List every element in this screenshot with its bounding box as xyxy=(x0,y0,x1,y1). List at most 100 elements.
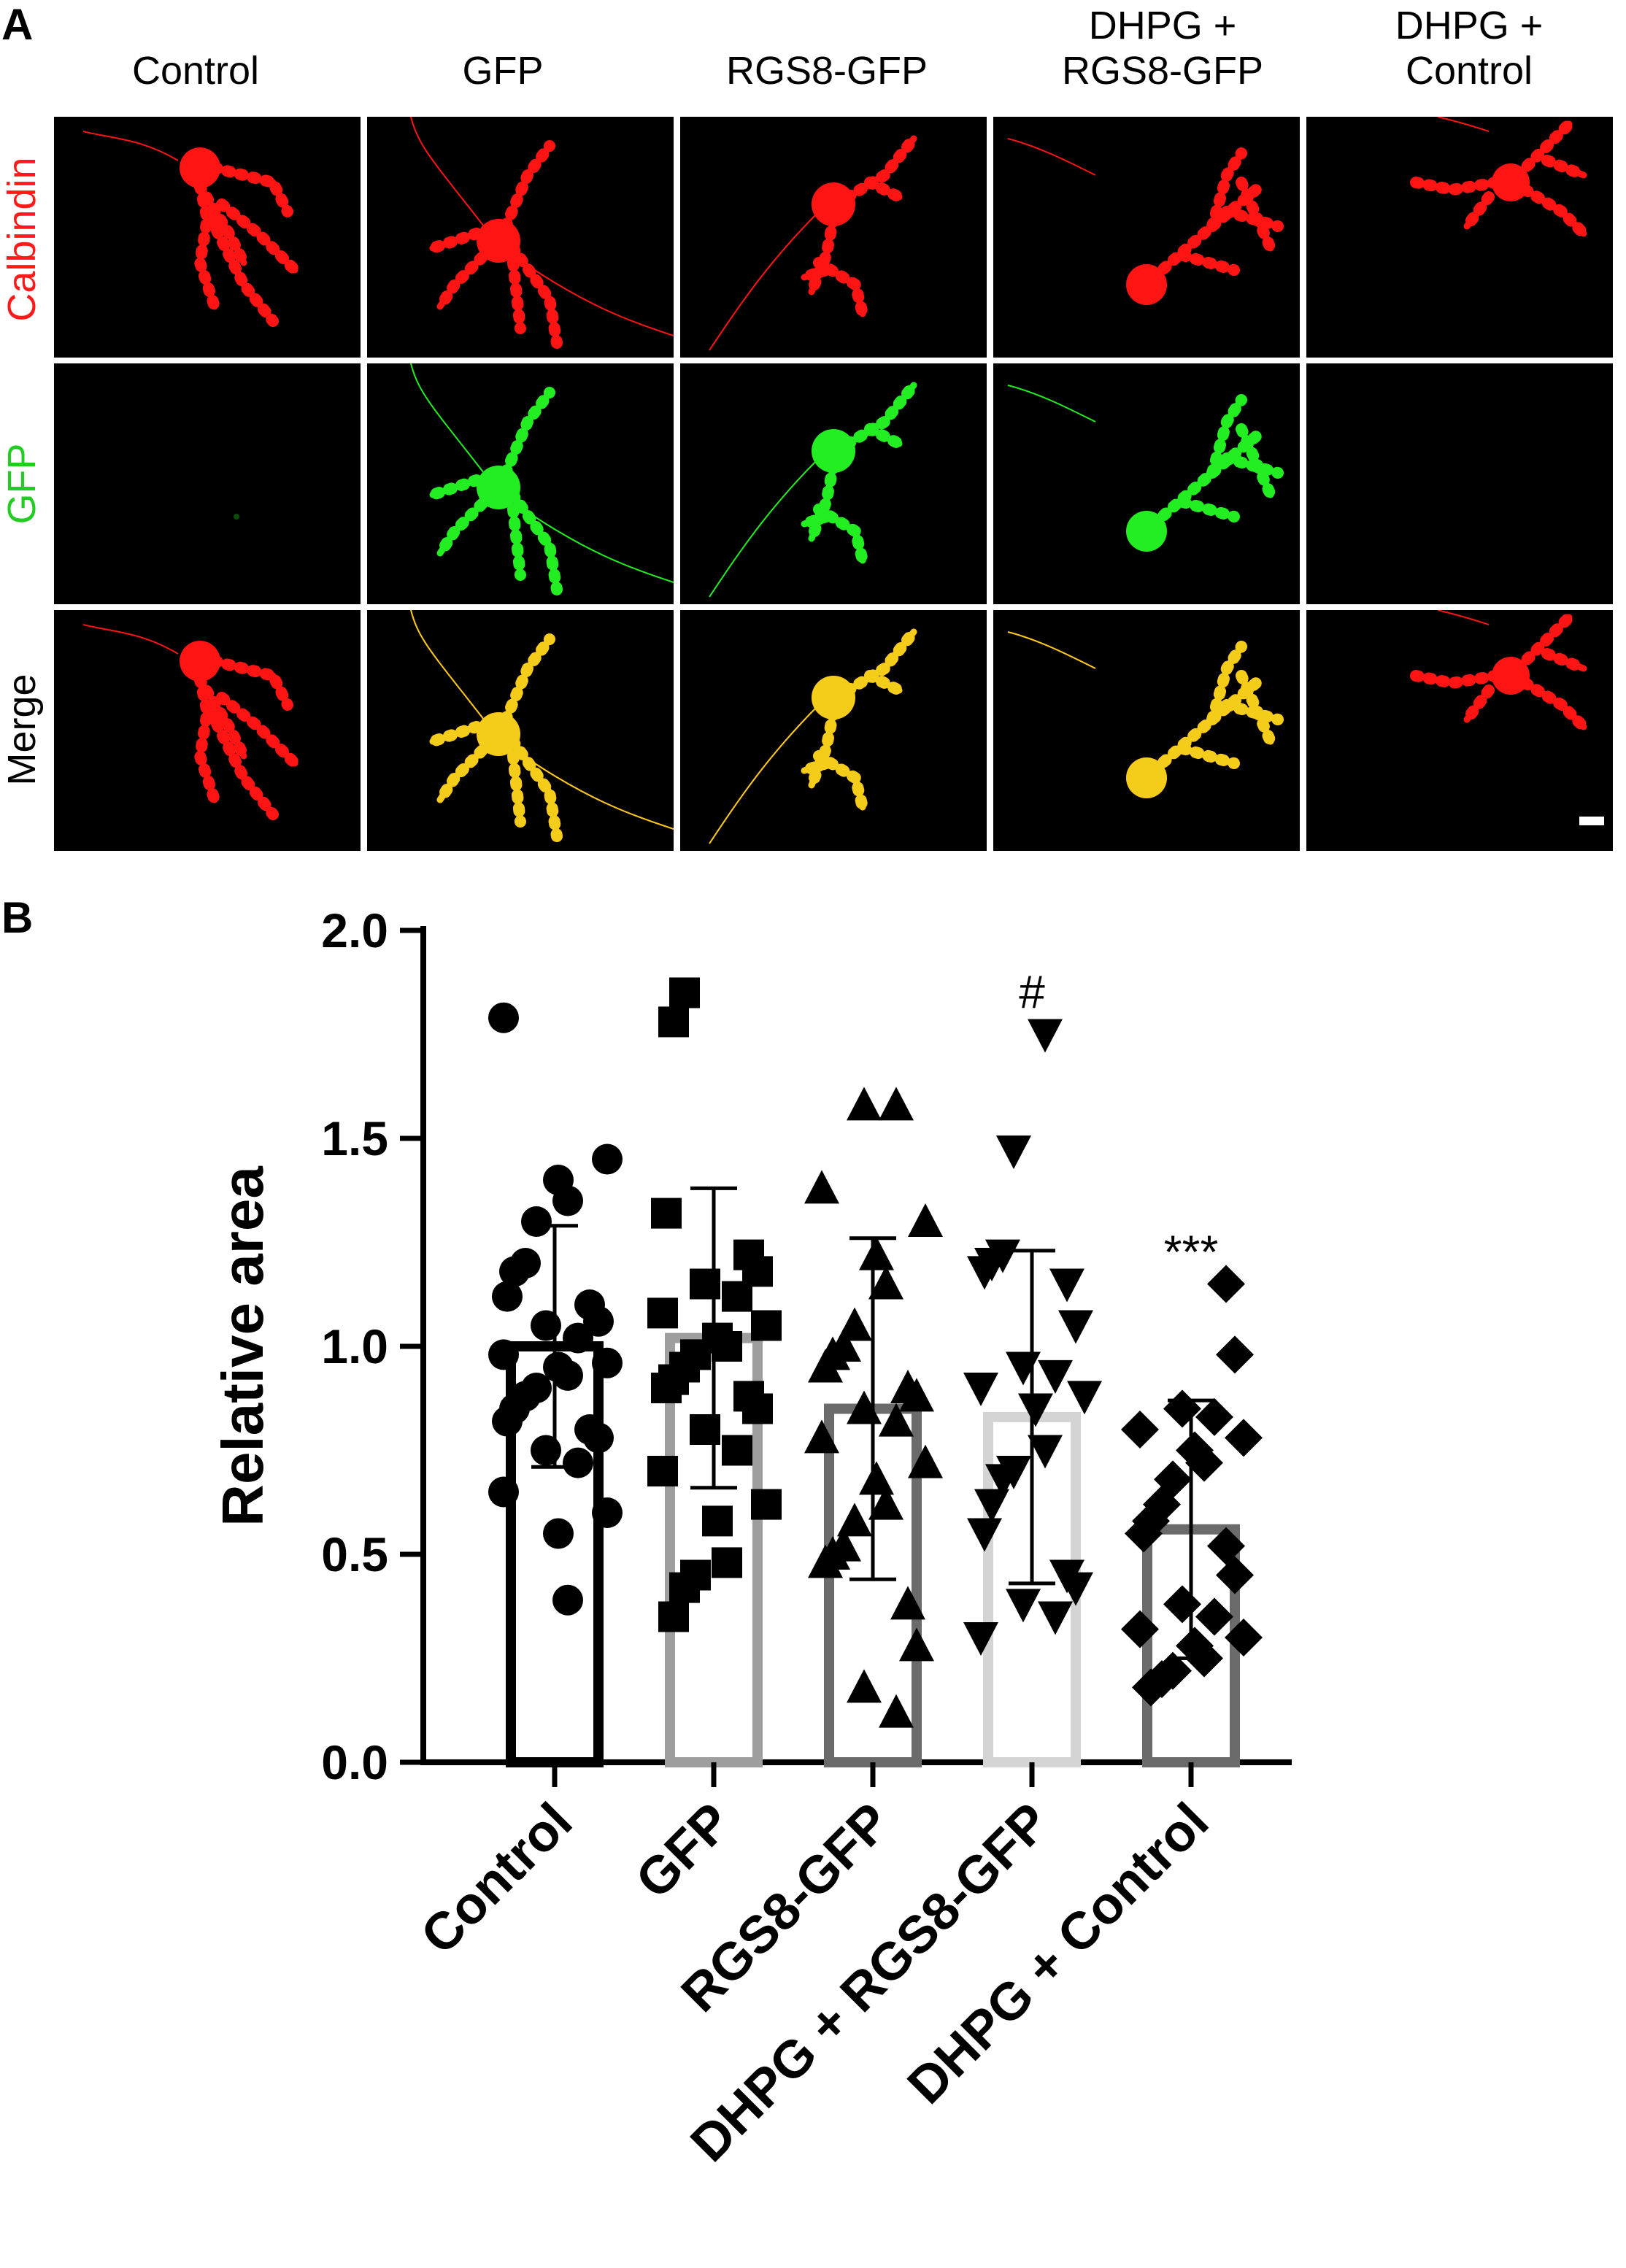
data-point xyxy=(563,1322,593,1354)
data-point xyxy=(647,1297,678,1329)
data-point xyxy=(1125,1514,1163,1553)
data-point xyxy=(712,1331,742,1362)
data-point xyxy=(908,1203,943,1237)
data-point xyxy=(890,1586,925,1620)
data-point xyxy=(847,1669,882,1703)
data-point xyxy=(804,1419,839,1454)
column-label-line1: DHPG + xyxy=(1395,4,1544,47)
x-tick-label: GFP xyxy=(625,1792,742,1910)
column-label-line2: Control xyxy=(1405,49,1533,93)
micrograph-calbindin xyxy=(993,117,1300,358)
y-tick-label: 2.0 xyxy=(321,903,388,957)
data-point xyxy=(531,1435,561,1466)
data-point xyxy=(592,1497,623,1528)
micrograph-gfp xyxy=(993,363,1300,604)
data-point xyxy=(1058,1310,1093,1344)
data-point xyxy=(651,1197,682,1229)
data-point xyxy=(1121,1411,1159,1449)
micrograph-calbindin xyxy=(680,117,987,358)
scale-bar xyxy=(1579,817,1604,825)
column-label-line2: Control xyxy=(131,49,260,93)
data-point xyxy=(488,1339,519,1370)
data-point xyxy=(543,1518,574,1549)
row-label: GFP xyxy=(0,443,44,525)
micrograph-gfp xyxy=(54,363,361,604)
y-tick-label: 0.0 xyxy=(321,1735,388,1789)
row-label: Calbindin xyxy=(0,157,44,322)
data-point xyxy=(974,1489,1009,1523)
data-point xyxy=(1195,1397,1233,1436)
data-point xyxy=(1058,1572,1093,1606)
micrograph-gfp xyxy=(367,363,674,604)
data-point xyxy=(492,1281,523,1312)
data-point xyxy=(563,1447,593,1478)
data-point xyxy=(1216,1556,1254,1594)
data-point xyxy=(531,1310,561,1341)
panel-a-letter: A xyxy=(1,0,34,49)
data-point xyxy=(859,1461,894,1495)
data-point xyxy=(1163,1389,1201,1428)
y-axis-title: Relative area xyxy=(210,1166,275,1527)
column-label: RGS8-GFP xyxy=(674,3,980,93)
data-point xyxy=(1195,1597,1233,1636)
column-label: Control xyxy=(42,3,349,93)
column-label-line2: RGS8-GFP xyxy=(1061,49,1264,93)
micrograph-merge xyxy=(367,610,674,851)
data-point xyxy=(1163,1585,1201,1624)
data-point xyxy=(751,1310,782,1341)
data-point xyxy=(651,1373,682,1403)
data-point xyxy=(859,1236,894,1270)
data-point xyxy=(1225,1419,1263,1457)
data-point xyxy=(1038,1601,1073,1635)
data-point xyxy=(1028,1435,1063,1469)
data-point xyxy=(552,1584,583,1616)
row-label: Merge xyxy=(0,674,44,786)
data-point xyxy=(647,1456,678,1486)
data-point xyxy=(488,1476,519,1508)
column-label: DHPG + RGS8-GFP xyxy=(1009,3,1316,93)
data-point xyxy=(488,1002,519,1033)
data-point xyxy=(690,1268,720,1300)
micrograph-merge xyxy=(680,610,987,851)
data-point xyxy=(742,1393,773,1424)
data-point xyxy=(879,1694,914,1728)
x-tick-label: Control xyxy=(410,1792,584,1966)
data-point xyxy=(1225,1619,1263,1656)
x-tick-label: DHPG + Control xyxy=(897,1792,1220,2115)
data-point xyxy=(1216,1335,1254,1374)
data-point xyxy=(690,1414,720,1445)
data-point xyxy=(1207,1265,1245,1303)
data-point xyxy=(868,1486,903,1520)
data-point xyxy=(583,1422,614,1454)
micrograph-calbindin xyxy=(1306,117,1613,358)
data-point xyxy=(1132,1668,1170,1707)
data-point xyxy=(1006,1351,1041,1386)
data-point xyxy=(967,1518,1002,1552)
data-point xyxy=(669,1572,700,1603)
data-point xyxy=(658,1006,689,1038)
data-point xyxy=(1121,1610,1159,1648)
significance-mark: # xyxy=(1019,966,1045,1019)
column-label-line1 xyxy=(674,3,980,48)
data-point xyxy=(879,1087,914,1121)
data-point xyxy=(702,1505,733,1537)
column-label-line1 xyxy=(42,3,349,48)
data-point xyxy=(804,1170,839,1204)
data-point xyxy=(552,1185,583,1216)
data-point xyxy=(722,1435,752,1466)
data-point xyxy=(837,1503,872,1537)
column-label-line1 xyxy=(350,3,656,48)
panel-b-letter: B xyxy=(1,893,34,942)
data-point xyxy=(1038,1359,1073,1394)
data-point xyxy=(1028,1019,1063,1053)
column-label-line2: RGS8-GFP xyxy=(725,49,928,93)
data-point xyxy=(1067,1381,1102,1415)
data-point xyxy=(592,1143,623,1175)
data-point xyxy=(669,977,700,1008)
data-point xyxy=(712,1547,742,1578)
column-label-line2: GFP xyxy=(462,49,544,93)
micrograph-calbindin xyxy=(367,117,674,358)
data-point xyxy=(658,1601,689,1632)
micrograph-merge xyxy=(54,610,361,851)
y-tick-label: 1.5 xyxy=(321,1111,388,1165)
